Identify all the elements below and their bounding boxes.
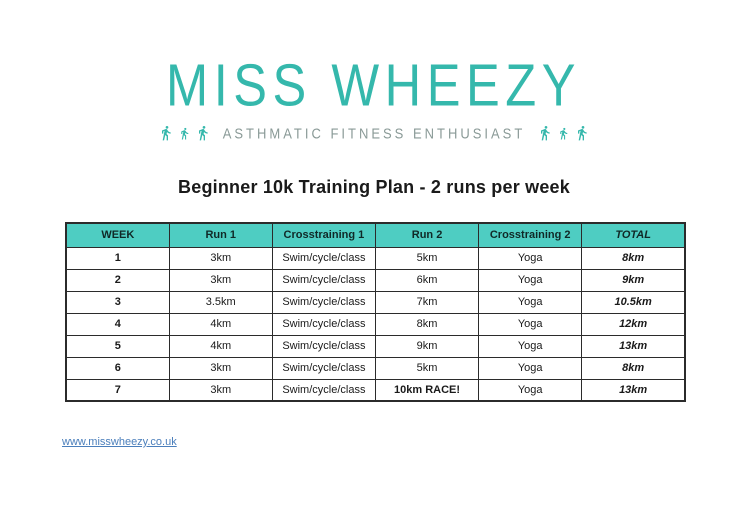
cell-run2: 7km — [374, 290, 480, 314]
cell-total: 10.5km — [581, 290, 686, 314]
cell-week: 7 — [65, 378, 170, 402]
cell-cross1: Swim/cycle/class — [271, 334, 376, 358]
cell-total: 13km — [581, 334, 686, 358]
cell-week: 1 — [65, 246, 170, 270]
cell-cross2: Yoga — [478, 290, 583, 314]
cell-week: 2 — [65, 268, 170, 292]
logo-block: MISS WHEEZY ASTHMATIC FITNESS ENTHUSIAST — [0, 0, 748, 142]
column-header-cross1: Crosstraining 1 — [271, 222, 376, 248]
table-header: WEEK Run 1 Crosstraining 1 Run 2 Crosstr… — [65, 222, 686, 248]
footer: www.misswheezy.co.uk — [62, 432, 748, 450]
cell-run2: 10km RACE! — [374, 378, 480, 402]
website-link[interactable]: www.misswheezy.co.uk — [62, 436, 177, 448]
runner-icon — [557, 127, 570, 140]
table-header-row: WEEK Run 1 Crosstraining 1 Run 2 Crosstr… — [65, 222, 686, 248]
cell-cross1: Swim/cycle/class — [271, 378, 376, 402]
table-row: 6 3km Swim/cycle/class 5km Yoga 8km — [65, 356, 686, 380]
cell-run1: 3km — [168, 378, 273, 402]
runner-icon — [537, 125, 553, 141]
column-header-total: TOTAL — [581, 222, 686, 248]
table-row: 3 3.5km Swim/cycle/class 7km Yoga 10.5km — [65, 290, 686, 314]
logo-tagline: ASTHMATIC FITNESS ENTHUSIAST — [222, 124, 526, 142]
cell-cross1: Swim/cycle/class — [271, 246, 376, 270]
cell-cross1: Swim/cycle/class — [271, 268, 376, 292]
column-header-run2: Run 2 — [374, 222, 480, 248]
table-row: 1 3km Swim/cycle/class 5km Yoga 8km — [65, 246, 686, 270]
column-header-week: WEEK — [65, 222, 170, 248]
column-header-run1: Run 1 — [168, 222, 273, 248]
cell-run2: 9km — [374, 334, 480, 358]
cell-cross1: Swim/cycle/class — [271, 312, 376, 336]
cell-week: 5 — [65, 334, 170, 358]
table-row: 5 4km Swim/cycle/class 9km Yoga 13km — [65, 334, 686, 358]
cell-total: 9km — [581, 268, 686, 292]
cell-run1: 3.5km — [168, 290, 273, 314]
cell-total: 13km — [581, 378, 686, 402]
cell-cross1: Swim/cycle/class — [271, 356, 376, 380]
cell-total: 12km — [581, 312, 686, 336]
table-row: 2 3km Swim/cycle/class 6km Yoga 9km — [65, 268, 686, 292]
cell-total: 8km — [581, 246, 686, 270]
cell-cross2: Yoga — [478, 378, 583, 402]
training-plan-table-wrap: WEEK Run 1 Crosstraining 1 Run 2 Crosstr… — [65, 222, 686, 402]
cell-run1: 4km — [168, 334, 273, 358]
cell-cross1: Swim/cycle/class — [271, 290, 376, 314]
cell-run2: 5km — [374, 356, 480, 380]
cell-cross2: Yoga — [478, 246, 583, 270]
cell-week: 4 — [65, 312, 170, 336]
cell-run1: 3km — [168, 268, 273, 292]
cell-cross2: Yoga — [478, 268, 583, 292]
runner-icon — [195, 125, 211, 141]
cell-total: 8km — [581, 356, 686, 380]
cell-run2: 5km — [374, 246, 480, 270]
cell-run1: 4km — [168, 312, 273, 336]
runner-icon — [574, 125, 590, 141]
logo-title: MISS WHEEZY — [166, 51, 582, 119]
runner-icon — [158, 125, 174, 141]
table-row: 4 4km Swim/cycle/class 8km Yoga 12km — [65, 312, 686, 336]
runner-icon — [178, 127, 191, 140]
cell-cross2: Yoga — [478, 356, 583, 380]
training-plan-table: WEEK Run 1 Crosstraining 1 Run 2 Crosstr… — [65, 222, 686, 402]
logo-tagline-row: ASTHMATIC FITNESS ENTHUSIAST — [0, 124, 748, 142]
cell-cross2: Yoga — [478, 334, 583, 358]
cell-run2: 6km — [374, 268, 480, 292]
cell-run2: 8km — [374, 312, 480, 336]
cell-run1: 3km — [168, 356, 273, 380]
cell-run1: 3km — [168, 246, 273, 270]
page-title: Beginner 10k Training Plan - 2 runs per … — [178, 177, 570, 197]
cell-week: 3 — [65, 290, 170, 314]
plan-table-body: 1 3km Swim/cycle/class 5km Yoga 8km 2 3km Swim/c… — [65, 246, 686, 402]
cell-week: 6 — [65, 356, 170, 380]
column-header-cross2: Crosstraining 2 — [478, 222, 583, 248]
table-row: 7 3km Swim/cycle/class 10km RACE! Yoga 13km — [65, 378, 686, 402]
cell-cross2: Yoga — [478, 312, 583, 336]
